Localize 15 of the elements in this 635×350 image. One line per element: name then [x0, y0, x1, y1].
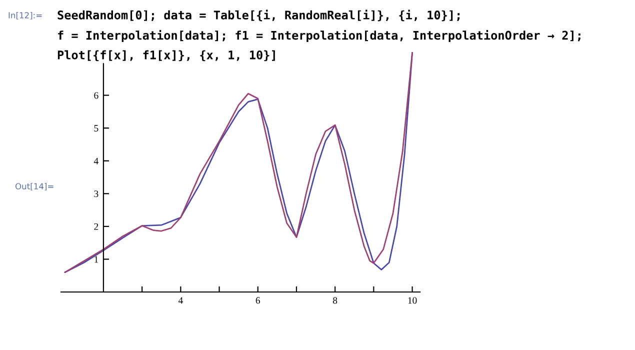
y-tick-label: 1	[94, 256, 98, 263]
x-tick-label: 6	[256, 297, 260, 304]
text: SeedRandom[0]; data = Table[{i, RandomReal[i]}, {i, 10}];	[58, 10, 460, 22]
y-tick-label: 4	[94, 158, 98, 164]
x-tick-label: 8	[333, 297, 338, 304]
text: f = Interpolation[data]; f1 = Interpolation[data, InterpolationOrder → 2];	[58, 30, 580, 42]
y-tick-label: 6	[94, 92, 98, 99]
y-tick-label: 3	[94, 190, 98, 198]
x-tick-label: 4	[178, 297, 183, 304]
x-tick-label: 10	[408, 297, 417, 304]
annotation: Plot[{f[x], f1[x]}, {x, 1, 10}]	[58, 50, 275, 62]
text: In[12]:=	[8, 12, 42, 20]
y-tick-label: 5	[94, 125, 98, 132]
text: Out[14]=	[15, 182, 54, 190]
y-tick-label: 2	[94, 223, 98, 230]
